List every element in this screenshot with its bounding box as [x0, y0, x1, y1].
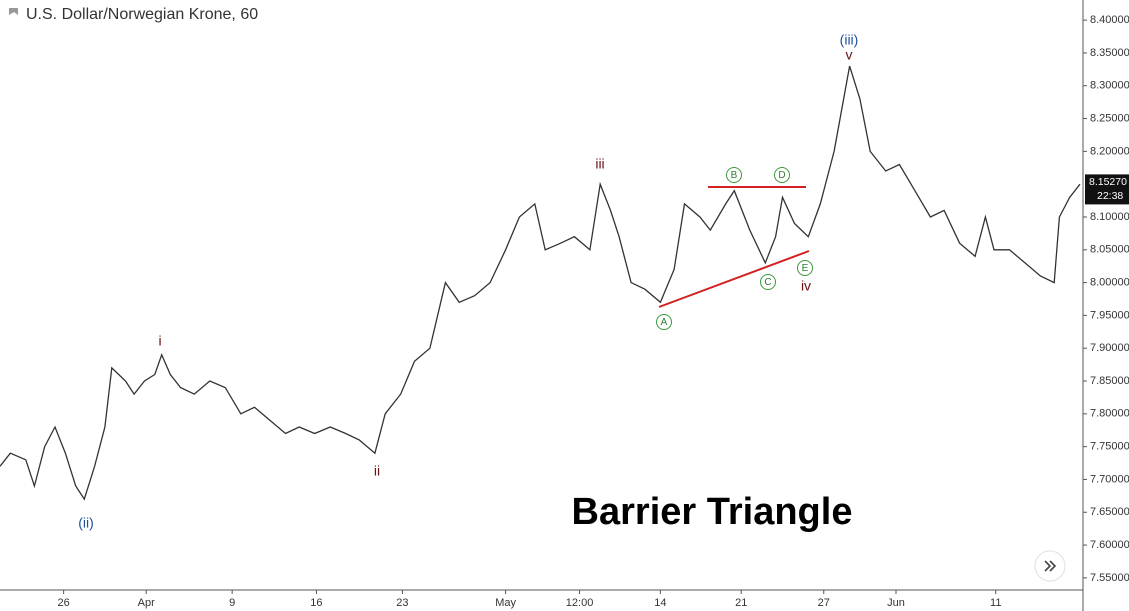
triangle-label: B [731, 170, 738, 181]
wave-label: ii [374, 463, 380, 479]
x-tick-label: Apr [138, 597, 155, 609]
scroll-icon [1044, 560, 1057, 572]
wave-label: v [846, 47, 853, 63]
y-tick-label: 7.95000 [1090, 309, 1129, 321]
caption: Barrier Triangle [572, 491, 853, 533]
x-tick-label: Jun [887, 597, 905, 609]
last-price-label: 8.15270 [1089, 176, 1127, 188]
triangle-label: E [802, 263, 809, 274]
y-tick-label: 8.00000 [1090, 277, 1129, 289]
y-tick-label: 7.55000 [1090, 572, 1129, 584]
x-tick-label: 14 [654, 597, 666, 609]
x-tick-label: 26 [58, 597, 70, 609]
y-tick-label: 7.75000 [1090, 441, 1129, 453]
x-tick-label: 21 [735, 597, 747, 609]
y-tick-label: 8.20000 [1090, 145, 1129, 157]
price-line [0, 65, 1081, 501]
last-price-box [1085, 174, 1129, 205]
wave-label: iii [595, 156, 604, 172]
y-tick-label: 7.85000 [1090, 375, 1129, 387]
triangle-label-ring [760, 274, 776, 290]
x-tick-label: 11 [990, 597, 1001, 609]
triangle-trendline [658, 250, 810, 308]
y-tick-label: 8.30000 [1090, 80, 1129, 92]
symbol-flag [9, 8, 18, 15]
y-tick-label: 8.10000 [1090, 211, 1129, 223]
y-tick-label: 7.60000 [1090, 539, 1129, 551]
y-tick-label: 7.65000 [1090, 506, 1129, 518]
triangle-label-ring [726, 167, 742, 183]
triangle-label: C [764, 277, 771, 288]
triangle-label: D [778, 170, 785, 181]
wave-label: (ii) [78, 515, 94, 531]
wave-label: iv [801, 278, 811, 294]
y-tick-label: 8.40000 [1090, 14, 1129, 26]
triangle-label: A [661, 317, 668, 328]
x-tick-label: May [495, 597, 516, 609]
wave-label: (iii) [840, 32, 859, 48]
x-tick-label: 12:00 [566, 597, 594, 609]
countdown: 22:38 [1097, 190, 1123, 202]
triangle-label-ring [774, 167, 790, 183]
chart-title: U.S. Dollar/Norwegian Krone, 60 [26, 6, 258, 23]
triangle-label-ring [656, 314, 672, 330]
y-tick-label: 8.05000 [1090, 244, 1129, 256]
wave-label: i [158, 333, 161, 349]
x-tick-label: 16 [310, 597, 322, 609]
y-tick-label: 8.35000 [1090, 47, 1129, 59]
x-tick-label: 23 [396, 597, 408, 609]
y-tick-label: 7.70000 [1090, 473, 1129, 485]
y-tick-label: 8.25000 [1090, 112, 1129, 124]
x-tick-label: 27 [818, 597, 830, 609]
x-tick-label: 9 [229, 597, 235, 609]
triangle-label-ring [797, 260, 813, 276]
y-tick-label: 7.80000 [1090, 408, 1129, 420]
y-tick-label: 7.90000 [1090, 342, 1129, 354]
